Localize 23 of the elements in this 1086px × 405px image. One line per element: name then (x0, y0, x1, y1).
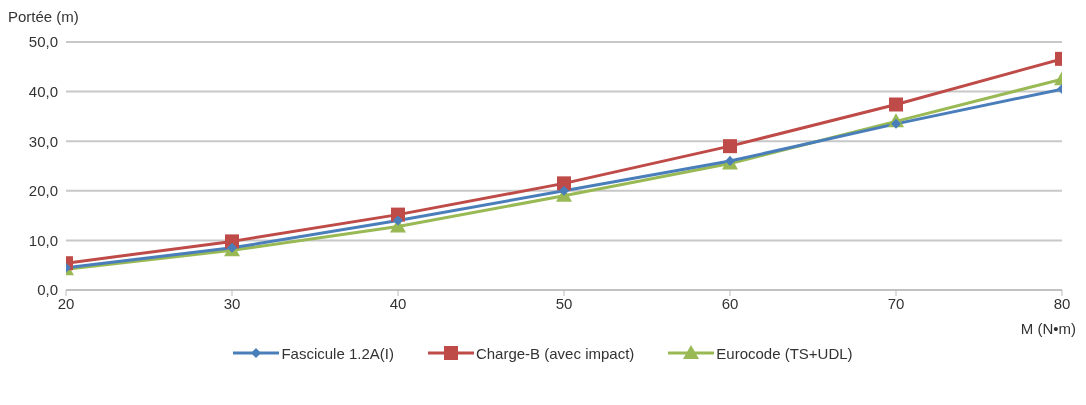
y-tick-label: 40,0 (28, 82, 58, 100)
x-axis-title: M (N•m) (1019, 320, 1077, 339)
y-tick-label: 0,0 (37, 281, 58, 299)
x-tick-label: 80 (1053, 294, 1071, 312)
legend-label: Charge-B (avec impact) (475, 344, 635, 362)
x-tick-label: 70 (887, 294, 905, 312)
legend-label: Fascicule 1.2A(I) (281, 344, 394, 362)
x-tick-label: 50 (555, 294, 573, 312)
point (889, 97, 903, 112)
x-tick-label: 60 (721, 294, 739, 312)
point (723, 139, 737, 154)
y-tick-label: 50,0 (28, 33, 58, 51)
x-tick-label: 20 (57, 294, 75, 312)
x-tick-label: 40 (389, 294, 407, 312)
point (393, 215, 403, 226)
y-tick-label: 30,0 (28, 132, 58, 150)
y-tick-label: 10,0 (28, 231, 58, 249)
point (559, 185, 569, 196)
point (227, 242, 237, 253)
y-axis-title: Portée (m) (8, 8, 80, 27)
x-tick-label: 30 (223, 294, 241, 312)
y-tick-label: 20,0 (28, 182, 58, 200)
legend-label: Eurocode (TS+UDL) (716, 344, 853, 362)
